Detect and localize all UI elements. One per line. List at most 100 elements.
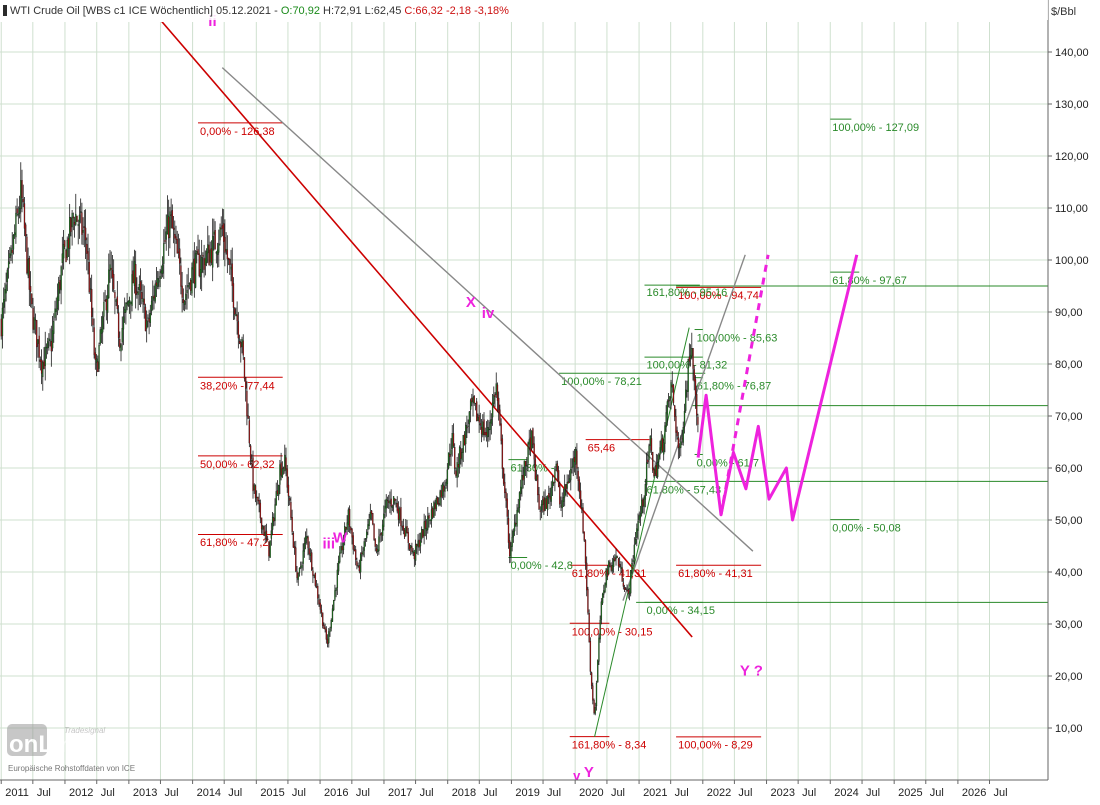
- candle-up: [253, 484, 255, 491]
- x-tick-label: 2025: [898, 787, 922, 799]
- fib-level-label: 0,00% - 34,15: [646, 605, 715, 617]
- candle-down: [502, 468, 505, 484]
- candle-down: [59, 279, 61, 290]
- candle-down: [361, 552, 363, 555]
- candle-up: [600, 601, 603, 620]
- candle-up: [555, 463, 557, 468]
- candle-down: [473, 396, 475, 404]
- candle-down: [677, 437, 680, 449]
- candle-up: [204, 258, 207, 266]
- candle-down: [408, 543, 411, 550]
- candle-up: [399, 508, 401, 521]
- candle-down: [104, 299, 106, 302]
- candle-down: [295, 547, 297, 572]
- grid-layer: [0, 22, 1048, 780]
- candle-up: [678, 446, 681, 449]
- candle-up: [458, 447, 461, 469]
- candle-down: [394, 498, 396, 501]
- x-tick-label: Jul: [547, 787, 561, 799]
- candle-up: [219, 226, 221, 241]
- candle-up: [51, 330, 54, 349]
- candle-down: [583, 531, 585, 541]
- candle-up: [632, 559, 634, 563]
- x-tick-label: 2016: [324, 787, 348, 799]
- candle-down: [617, 558, 620, 567]
- candle-down: [260, 517, 263, 530]
- candle-up: [566, 482, 568, 489]
- candle-up: [194, 253, 197, 288]
- wave-label: iii: [323, 536, 336, 553]
- fib-level-label: 61,80% - 97,67: [832, 275, 907, 287]
- candle-down: [223, 223, 225, 242]
- candle-down: [208, 244, 210, 266]
- candle-down: [323, 624, 325, 629]
- candle-up: [441, 484, 444, 497]
- candle-down: [621, 567, 623, 582]
- candle-down: [83, 226, 86, 228]
- candle-up: [663, 442, 665, 455]
- candle-down: [290, 502, 292, 518]
- candle-down: [87, 251, 89, 260]
- candle-down: [81, 212, 83, 235]
- candle-down: [500, 423, 502, 441]
- candle-up: [340, 546, 342, 554]
- candle-up: [309, 553, 312, 556]
- candle-down: [170, 214, 172, 216]
- candle-down: [374, 539, 376, 547]
- candle-up: [430, 509, 433, 521]
- candle-up: [395, 502, 397, 504]
- candle-up: [633, 544, 636, 559]
- candle-up: [631, 563, 633, 571]
- fib-level-label: 0,00% - 42,8: [510, 560, 572, 572]
- candle-down: [34, 319, 37, 321]
- candle-up: [279, 464, 281, 485]
- candle-down: [224, 236, 226, 253]
- candle-up: [100, 328, 103, 334]
- candle-down: [324, 627, 326, 630]
- candle-up: [601, 593, 604, 604]
- candle-down: [403, 529, 406, 537]
- candle-down: [292, 533, 295, 548]
- candle-up: [216, 249, 219, 255]
- candle-down: [587, 588, 589, 613]
- candle-down: [28, 258, 31, 290]
- candle-up: [490, 419, 493, 424]
- candle-down: [181, 285, 183, 298]
- candle-up: [301, 564, 303, 569]
- candle-down: [210, 248, 213, 263]
- x-tick-label: Jul: [356, 787, 370, 799]
- candle-down: [243, 357, 246, 379]
- candle-up: [44, 346, 46, 367]
- candle-down: [590, 672, 593, 686]
- candle-down: [148, 318, 150, 322]
- candle-down: [401, 525, 403, 528]
- candle-down: [406, 526, 408, 534]
- candle-up: [528, 439, 530, 445]
- candle-up: [419, 540, 422, 547]
- candle-up: [102, 316, 104, 333]
- candle-up: [520, 486, 522, 495]
- candle-down: [452, 433, 455, 447]
- candle-down: [397, 508, 400, 520]
- candle-down: [237, 321, 240, 339]
- x-tick-label: 2021: [643, 787, 667, 799]
- candle-down: [190, 279, 192, 291]
- candle-up: [159, 276, 161, 279]
- candle-up: [551, 480, 554, 488]
- candle-up: [474, 402, 477, 405]
- candle-down: [203, 257, 205, 270]
- candle-down: [315, 586, 318, 588]
- candle-up: [423, 521, 425, 537]
- candle-down: [172, 227, 175, 230]
- candle-down: [220, 227, 222, 230]
- candle-up: [196, 251, 198, 254]
- wave-label: iv: [482, 305, 495, 322]
- x-tick-label: Jul: [675, 787, 689, 799]
- candle-up: [469, 400, 472, 410]
- candle-down: [681, 438, 683, 440]
- candle-down: [416, 544, 418, 547]
- candle-down: [396, 502, 398, 512]
- candle-up: [680, 441, 682, 448]
- candle-up: [61, 253, 64, 264]
